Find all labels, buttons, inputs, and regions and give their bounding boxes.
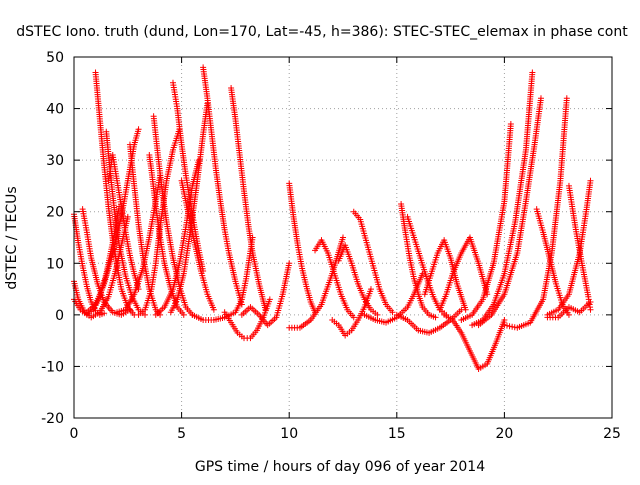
data-series xyxy=(398,200,439,321)
data-series xyxy=(178,177,217,313)
data-point xyxy=(180,311,187,318)
data-point xyxy=(501,322,508,329)
data-point xyxy=(340,234,346,241)
data-series xyxy=(312,237,357,321)
axis-ticks: 0 5 10 15 20 25 -20 -10 0 10 20 30 40 50 xyxy=(41,50,621,442)
data-point xyxy=(350,314,357,321)
data-series xyxy=(393,306,465,336)
data-series xyxy=(501,95,570,331)
x-tick-label: 5 xyxy=(177,426,186,442)
data-series xyxy=(200,64,245,308)
data-point xyxy=(374,311,381,318)
data-point xyxy=(135,126,142,133)
data-series xyxy=(103,128,149,318)
x-tick-label: 0 xyxy=(70,426,79,442)
data-layer xyxy=(71,64,594,373)
data-point xyxy=(286,260,293,267)
data-series xyxy=(92,69,138,318)
data-point xyxy=(501,317,508,324)
data-point-interp xyxy=(509,323,516,330)
data-series xyxy=(228,84,269,313)
data-series xyxy=(286,180,319,316)
x-tick-label: 25 xyxy=(603,426,621,442)
data-point xyxy=(367,286,374,293)
x-tick-label: 20 xyxy=(495,426,513,442)
data-point xyxy=(537,95,544,102)
data-series xyxy=(544,298,594,321)
data-series xyxy=(105,151,142,293)
data-series xyxy=(126,141,164,318)
x-axis-label: GPS time / hours of day 096 of year 2014 xyxy=(195,459,485,475)
data-series xyxy=(238,260,293,329)
data-point xyxy=(101,310,108,317)
data-point xyxy=(507,121,514,128)
data-point xyxy=(432,314,439,321)
data-point xyxy=(142,311,149,318)
data-series xyxy=(565,182,594,313)
y-axis-label: dSTEC / TECUs xyxy=(4,186,20,289)
data-series xyxy=(436,234,491,313)
data-series xyxy=(335,242,381,318)
data-point xyxy=(195,157,202,164)
data-point xyxy=(587,306,594,313)
data-point xyxy=(389,309,396,316)
data-series xyxy=(329,286,374,339)
data-series xyxy=(167,100,211,316)
data-point xyxy=(210,306,217,313)
y-tick-label: 40 xyxy=(46,102,64,118)
data-series xyxy=(441,311,508,373)
data-point xyxy=(587,298,594,305)
data-point xyxy=(565,311,572,318)
data-point xyxy=(587,177,594,184)
plot-frame xyxy=(73,56,613,419)
y-tick-label: -20 xyxy=(41,411,64,427)
data-point xyxy=(124,213,131,220)
data-series xyxy=(169,79,207,275)
y-tick-label: 0 xyxy=(55,308,64,324)
y-tick-label: 30 xyxy=(46,153,64,169)
data-series xyxy=(146,151,187,318)
data-series xyxy=(350,208,396,316)
data-series xyxy=(135,126,183,318)
data-point xyxy=(529,69,536,76)
data-point xyxy=(266,296,273,303)
y-tick-label: -10 xyxy=(41,359,64,375)
y-tick-label: 20 xyxy=(46,205,64,221)
chart-title: dSTEC Iono. truth (dund, Lon=170, Lat=-4… xyxy=(16,24,628,40)
data-series xyxy=(475,95,544,329)
y-tick-label: 10 xyxy=(46,256,64,272)
grid-layer xyxy=(74,57,612,418)
x-tick-label: 15 xyxy=(388,426,406,442)
data-point xyxy=(462,306,469,313)
y-tick-label: 50 xyxy=(46,50,64,66)
data-point-interp xyxy=(503,322,510,329)
data-series xyxy=(458,121,514,324)
data-series xyxy=(469,69,536,329)
data-point-interp xyxy=(506,323,513,330)
x-tick-label: 10 xyxy=(280,426,298,442)
data-point xyxy=(563,95,570,102)
